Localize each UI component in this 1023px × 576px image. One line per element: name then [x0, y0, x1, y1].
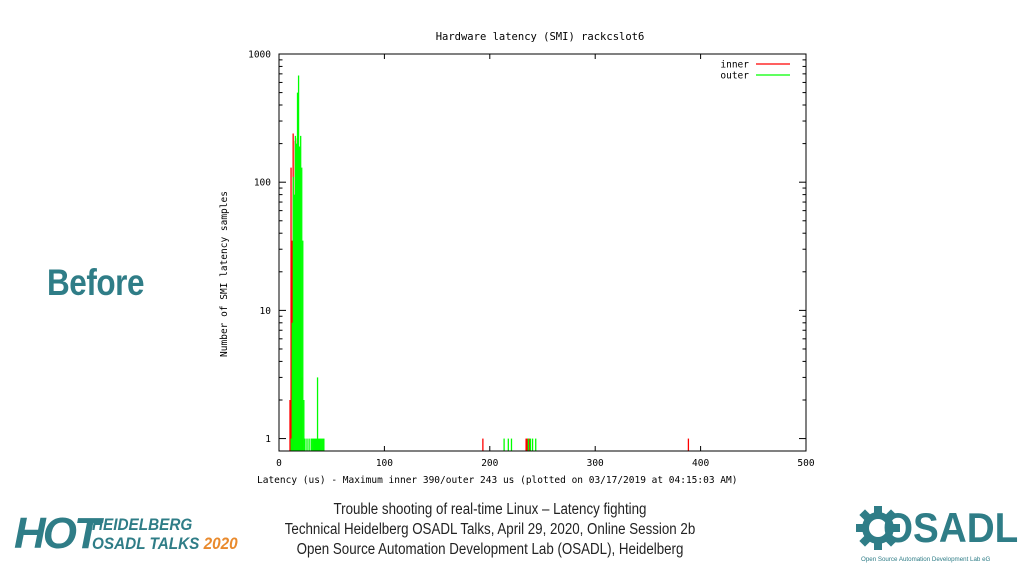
hot-heidelberg-logo: HOT HEIDELBERG OSADL TALKS 2020 [14, 509, 238, 562]
y-axis-label: Number of SMI latency samples [219, 191, 230, 357]
osadl-logo-word: OSADL [883, 504, 1019, 551]
hot-logo-year: 2020 [203, 534, 238, 553]
x-tick-label: 400 [692, 458, 709, 469]
chart-title: Hardware latency (SMI) rackcslot6 [436, 31, 645, 43]
latency-histogram-chart: Hardware latency (SMI) rackcslot6 Number… [219, 31, 815, 486]
plot-frame [278, 53, 807, 452]
x-tick-label: 100 [376, 458, 393, 469]
hot-logo-line-1: HEIDELBERG [92, 515, 193, 534]
legend-label-outer: outer [720, 71, 749, 82]
osadl-logo-subtitle: Open Source Automation Development Lab e… [861, 556, 991, 563]
x-tick-label: 0 [276, 458, 282, 469]
hot-logo-letters: HOT [14, 509, 101, 558]
hot-logo-line-2: OSADL TALKS 2020 [92, 534, 238, 554]
x-tick-label: 500 [797, 458, 814, 469]
y-tick-label: 10 [260, 306, 272, 317]
y-tick-label: 100 [254, 178, 271, 189]
hot-logo-talks: OSADL TALKS [92, 534, 200, 553]
slide-footer: Trouble shooting of real-time Linux – La… [240, 500, 740, 560]
footer-line-3: Open Source Automation Development Lab (… [296, 541, 684, 558]
osadl-logo: OSADL Open Source Automation Development… [855, 500, 1019, 568]
gear-icon [856, 506, 900, 550]
y-tick-label: 1 [265, 434, 271, 445]
slide-heading: Before [47, 262, 145, 303]
x-axis-label: Latency (us) - Maximum inner 390/outer 2… [257, 475, 737, 486]
legend-label-inner: inner [720, 60, 749, 71]
y-tick-label: 1000 [248, 50, 271, 61]
x-tick-label: 300 [587, 458, 604, 469]
footer-line-2: Technical Heidelberg OSADL Talks, April … [284, 521, 696, 538]
footer-line-1: Trouble shooting of real-time Linux – La… [333, 501, 647, 518]
x-tick-label: 200 [481, 458, 498, 469]
